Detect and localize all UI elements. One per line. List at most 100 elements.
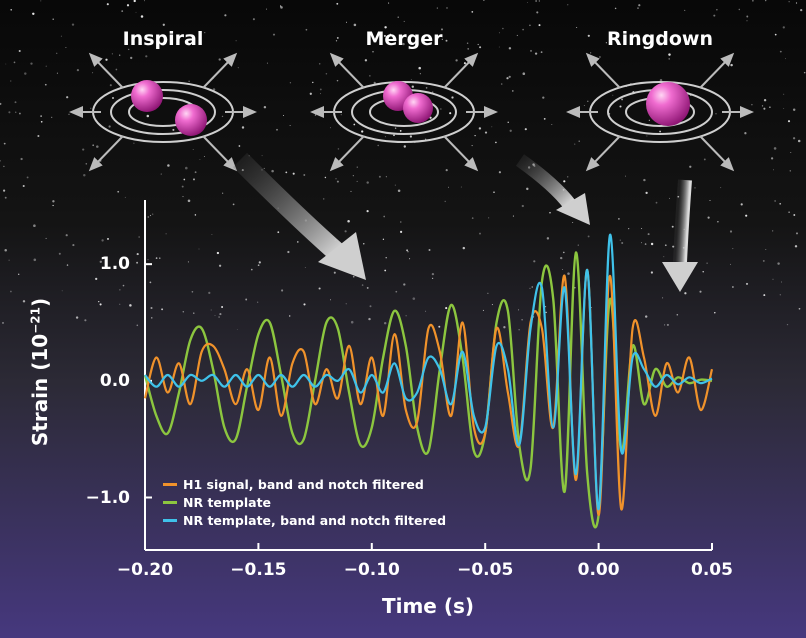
star (795, 232, 799, 235)
star (281, 289, 284, 292)
phase-arrows (232, 152, 698, 292)
star (746, 15, 749, 18)
star (563, 180, 566, 183)
star (303, 174, 306, 176)
star (763, 294, 766, 297)
star (32, 12, 35, 16)
star (0, 102, 2, 105)
star (618, 218, 620, 220)
star (562, 269, 563, 270)
star (536, 11, 539, 14)
star (344, 230, 347, 233)
star (605, 42, 608, 44)
star (366, 286, 369, 289)
star (576, 27, 578, 28)
star (319, 88, 322, 91)
star (138, 236, 140, 238)
star (641, 228, 643, 229)
black-hole-sphere (403, 93, 433, 123)
star (460, 186, 462, 188)
star (309, 92, 312, 95)
star (52, 18, 54, 20)
star (122, 284, 125, 287)
star (781, 281, 782, 283)
star (527, 2, 528, 3)
star (124, 196, 126, 198)
star (395, 290, 398, 293)
black-hole-sphere (175, 104, 207, 136)
phase-label-merger: Merger (365, 28, 443, 50)
star (647, 233, 650, 236)
black-hole-sphere (131, 80, 163, 112)
star (732, 286, 734, 288)
star (650, 242, 654, 246)
star (394, 184, 396, 186)
star (434, 38, 437, 41)
star (790, 152, 792, 153)
star (121, 10, 124, 12)
star (672, 245, 675, 248)
star (436, 7, 438, 9)
star (587, 100, 589, 103)
star (98, 300, 100, 303)
star (106, 3, 109, 6)
legend-label: NR template (183, 494, 272, 510)
star (336, 79, 339, 82)
star (337, 148, 340, 150)
star (192, 149, 194, 150)
star (463, 62, 466, 65)
star (786, 323, 789, 326)
star (518, 329, 520, 331)
star (500, 83, 503, 85)
star (572, 221, 574, 223)
star (324, 176, 327, 179)
star (587, 235, 590, 238)
star (272, 33, 276, 36)
legend: H1 signal, band and notch filtered NR tem… (163, 475, 446, 529)
inspiral-arrow (232, 152, 347, 263)
star (130, 56, 133, 60)
star (666, 323, 669, 326)
star (650, 271, 654, 274)
star (322, 198, 325, 200)
merger-arrow-head (556, 193, 590, 225)
star (792, 108, 796, 111)
star (18, 49, 21, 53)
star (325, 72, 328, 75)
star (283, 115, 284, 116)
star (20, 157, 23, 161)
star (466, 42, 469, 44)
star (560, 256, 563, 260)
star (425, 87, 428, 89)
star (502, 27, 504, 30)
star (789, 170, 792, 172)
tick-marks (144, 263, 713, 550)
star (167, 164, 170, 167)
star (56, 52, 58, 54)
star (369, 305, 372, 308)
star (431, 272, 435, 276)
star (772, 230, 774, 232)
star (788, 211, 790, 214)
star (263, 105, 267, 109)
star (26, 176, 29, 179)
star (13, 61, 16, 64)
star (182, 196, 184, 198)
legend-label: NR template, band and notch filtered (183, 512, 447, 528)
star (318, 63, 321, 65)
star (245, 298, 248, 301)
star (15, 111, 17, 113)
star (71, 23, 75, 26)
star (320, 93, 321, 95)
star (51, 116, 53, 119)
star (312, 81, 314, 84)
star (662, 297, 664, 299)
star (204, 32, 206, 34)
star (409, 258, 411, 260)
star (590, 52, 592, 54)
star (24, 72, 27, 75)
star (449, 112, 452, 115)
star (707, 216, 710, 219)
star (150, 306, 153, 310)
star (684, 9, 686, 11)
